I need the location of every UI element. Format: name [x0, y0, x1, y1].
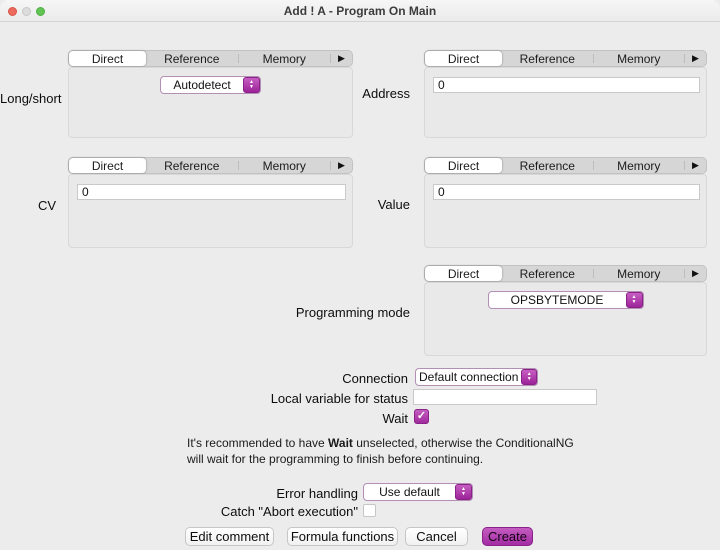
tab-overflow-icon[interactable]: ▶ — [338, 160, 345, 170]
value-label: Value — [377, 197, 410, 212]
programming-mode-label: Programming mode — [295, 305, 410, 320]
close-button-icon[interactable] — [8, 7, 17, 16]
catch-abort-checkbox[interactable] — [363, 504, 376, 517]
tab-divider — [684, 269, 685, 278]
tab-direct[interactable]: Direct — [425, 266, 502, 281]
tab-overflow-icon[interactable]: ▶ — [338, 53, 345, 63]
tab-reference[interactable]: Reference — [164, 51, 220, 66]
tab-divider — [592, 54, 594, 63]
dropdown-stepper-icon: ▲ ▼ — [521, 369, 537, 385]
local-variable-input[interactable] — [413, 389, 597, 405]
value-input[interactable] — [433, 184, 700, 200]
tab-memory[interactable]: Memory — [262, 158, 306, 173]
tab-reference[interactable]: Reference — [519, 51, 575, 66]
tab-overflow-icon[interactable]: ▶ — [692, 160, 699, 170]
cancel-button[interactable]: Cancel — [405, 527, 468, 546]
connection-label: Connection — [342, 371, 408, 386]
error-handling-label: Error handling — [276, 486, 358, 501]
programming-mode-dropdown[interactable]: OPSBYTEMODE ▲ ▼ — [487, 291, 644, 309]
address-label: Address — [362, 86, 410, 101]
long-short-tabbar: Direct Reference Memory ▶ — [68, 50, 353, 67]
tab-divider — [237, 54, 239, 63]
tab-divider — [592, 161, 594, 170]
programming-mode-tabbar: Direct Reference Memory ▶ — [424, 265, 707, 282]
error-handling-dropdown-value: Use default — [379, 485, 440, 499]
dropdown-stepper-icon: ▲ ▼ — [455, 484, 472, 500]
tab-reference[interactable]: Reference — [164, 158, 220, 173]
address-tabbed-pane: Direct Reference Memory ▶ — [424, 50, 707, 138]
wait-note-line1: It's recommended to have Wait unselected… — [187, 436, 574, 450]
connection-dropdown[interactable]: Default connection ▲ ▼ — [415, 368, 538, 386]
address-input[interactable] — [433, 77, 700, 93]
local-variable-label: Local variable for status — [270, 391, 408, 406]
tab-divider — [684, 161, 685, 170]
cv-tabbar: Direct Reference Memory ▶ — [68, 157, 353, 174]
long-short-dropdown[interactable]: Autodetect ▲ ▼ — [160, 76, 261, 94]
tab-direct[interactable]: Direct — [69, 51, 146, 66]
window-title: Add ! A - Program On Main — [283, 4, 437, 18]
value-tabbed-pane: Direct Reference Memory ▶ — [424, 157, 707, 248]
checkmark-icon: ✓ — [416, 410, 427, 422]
tab-reference[interactable]: Reference — [519, 158, 575, 173]
tab-reference[interactable]: Reference — [519, 266, 575, 281]
create-button[interactable]: Create — [482, 527, 533, 546]
tab-direct[interactable]: Direct — [425, 158, 502, 173]
tab-direct[interactable]: Direct — [69, 158, 146, 173]
edit-comment-button[interactable]: Edit comment — [185, 527, 274, 546]
address-tabbar: Direct Reference Memory ▶ — [424, 50, 707, 67]
wait-checkbox[interactable]: ✓ — [414, 409, 429, 424]
cv-label: CV — [37, 198, 56, 213]
formula-functions-button[interactable]: Formula functions — [287, 527, 398, 546]
cv-panel — [68, 174, 353, 248]
catch-abort-label: Catch "Abort execution" — [220, 504, 358, 519]
cv-tabbed-pane: Direct Reference Memory ▶ — [68, 157, 353, 248]
tab-memory[interactable]: Memory — [617, 158, 661, 173]
programming-mode-panel: OPSBYTEMODE ▲ ▼ — [424, 282, 707, 356]
long-short-dropdown-value: Autodetect — [173, 78, 231, 92]
tab-divider — [592, 269, 594, 278]
tab-divider — [684, 54, 685, 63]
window-titlebar[interactable]: Add ! A - Program On Main — [0, 0, 720, 22]
connection-dropdown-value: Default connection — [419, 370, 519, 384]
dropdown-stepper-icon: ▲ ▼ — [625, 292, 643, 308]
tab-overflow-icon[interactable]: ▶ — [692, 53, 699, 63]
value-panel — [424, 174, 707, 248]
dropdown-stepper-icon: ▲ ▼ — [243, 77, 260, 93]
tab-divider — [237, 161, 239, 170]
wait-note: It's recommended to have Wait unselected… — [187, 435, 574, 467]
value-tabbar: Direct Reference Memory ▶ — [424, 157, 707, 174]
tab-direct[interactable]: Direct — [425, 51, 502, 66]
tab-divider — [330, 54, 331, 63]
wait-label: Wait — [382, 411, 408, 426]
long-short-panel: Autodetect ▲ ▼ — [68, 67, 353, 138]
zoom-button-icon[interactable] — [36, 7, 45, 16]
long-short-label: Long/short — [0, 91, 62, 106]
wait-note-line2: will wait for the programming to finish … — [187, 452, 484, 466]
tab-memory[interactable]: Memory — [617, 266, 661, 281]
tab-memory[interactable]: Memory — [617, 51, 661, 66]
tab-overflow-icon[interactable]: ▶ — [692, 268, 699, 278]
programming-mode-dropdown-value: OPSBYTEMODE — [510, 293, 604, 307]
tab-memory[interactable]: Memory — [262, 51, 306, 66]
cv-input[interactable] — [77, 184, 346, 200]
programming-mode-tabbed-pane: Direct Reference Memory ▶ OPSBYTEMODE ▲ ▼ — [424, 265, 707, 356]
minimize-button-icon[interactable] — [22, 7, 31, 16]
error-handling-dropdown[interactable]: Use default ▲ ▼ — [363, 483, 473, 501]
tab-divider — [330, 161, 331, 170]
address-panel — [424, 67, 707, 138]
long-short-tabbed-pane: Direct Reference Memory ▶ Autodetect ▲ ▼ — [68, 50, 353, 138]
